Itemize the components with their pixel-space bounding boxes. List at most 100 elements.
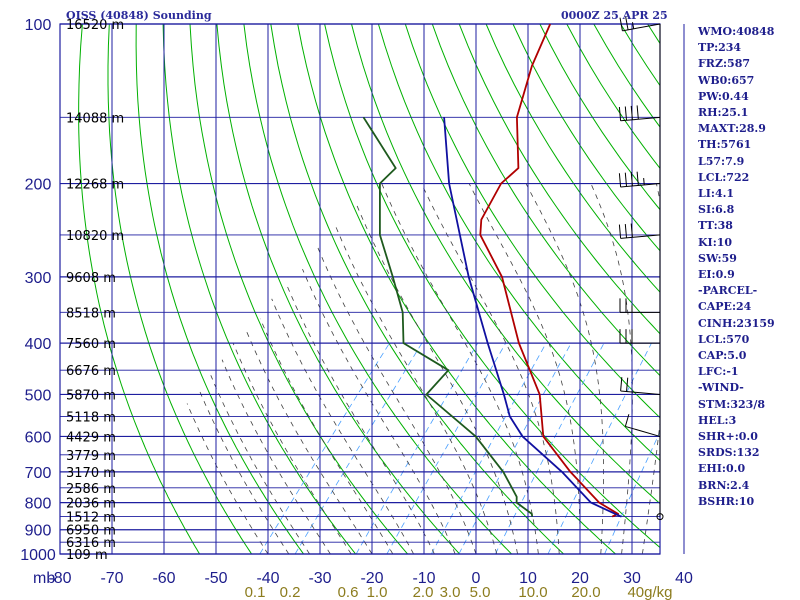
mixing-ratio-label: 20.0 [571, 584, 600, 600]
wind-barb [619, 16, 661, 32]
moist-adiabat [334, 225, 498, 554]
stat-item: EI:0.9 [698, 268, 735, 282]
moist-adiabat [642, 183, 660, 554]
temperature-tick-label: 40 [675, 570, 693, 587]
stat-item: RH:25.1 [698, 106, 749, 120]
dry-adiabat [135, 24, 305, 554]
moist-adiabat [210, 375, 310, 554]
height-label: 10820 m [66, 229, 124, 244]
mixing-ratio-label: 0.1 [245, 584, 266, 600]
stat-item: FRZ:587 [698, 57, 751, 71]
stability-indices: WMO:40848 TP:234 FRZ:587 WB0:657 PW:0.44 RH:2… [698, 24, 775, 510]
moist-adiabat [186, 403, 269, 554]
moist-adiabat [315, 243, 477, 554]
stat-item: -PARCEL- [698, 284, 758, 298]
stat-item: CAP:5.0 [698, 349, 747, 363]
pressure-tick-label: 500 [25, 387, 52, 404]
stat-item: PW:0.44 [698, 89, 749, 103]
stat-item: BRN:2.4 [698, 478, 750, 492]
height-label: 6316 m [66, 536, 116, 551]
temperature-tick-label: -60 [152, 570, 175, 587]
height-label: 7560 m [66, 337, 116, 352]
mixing-ratio-label: 2.0 [413, 584, 434, 600]
moist-adiabat [421, 183, 560, 554]
height-label: 1512 m [66, 511, 116, 526]
mixing-ratio-line [431, 342, 547, 554]
pressure-tick-label: 800 [25, 496, 52, 513]
stat-item: SHR+:0.0 [698, 430, 758, 444]
stat-item: CAPE:24 [698, 300, 752, 314]
temperature-profile [479, 24, 619, 518]
temperature-tick-label: -10 [412, 570, 435, 587]
moist-adiabat [259, 318, 394, 554]
wind-barb [620, 377, 661, 395]
moist-adiabat [232, 342, 352, 554]
stat-item: STM:323/8 [698, 397, 765, 411]
wind-barb [656, 513, 664, 521]
stat-item: TH:5761 [698, 138, 752, 152]
height-label: 6950 m [66, 524, 116, 539]
height-label: 14088 m [66, 111, 124, 126]
temperature-tick-label: 30 [623, 570, 641, 587]
temperature-tick-label: -40 [256, 570, 279, 587]
mixing-ratio-lines [259, 342, 660, 554]
mixing-ratio-label: 3.0 [440, 584, 461, 600]
moist-adiabat-lines [186, 183, 660, 554]
mixing-ratio-line [495, 342, 605, 554]
stat-item: SW:59 [698, 251, 737, 265]
mixing-ratio-label: 5.0 [470, 584, 491, 600]
stat-item: SI:6.8 [698, 203, 735, 217]
stat-item: MAXT:28.9 [698, 122, 766, 136]
pressure-tick-label: 300 [25, 270, 52, 287]
pressure-tick-label: 600 [25, 429, 52, 446]
mixing-ratio-label: 10.0 [518, 584, 547, 600]
mixing-ratio-line [259, 342, 390, 554]
mixing-ratio-label: 0.2 [280, 584, 301, 600]
mixing-ratio-line [294, 342, 423, 554]
wind-barbs [618, 16, 664, 521]
height-label: 12268 m [66, 178, 124, 193]
stat-item: LI:4.1 [698, 187, 735, 201]
stat-item: LCL:722 [698, 170, 750, 184]
wind-barb [619, 298, 660, 313]
mixing-ratio-label: 1.0 [367, 584, 388, 600]
sounding-profiles [362, 24, 622, 518]
pressure-tick-label: 200 [25, 177, 52, 194]
wind-barb [618, 105, 661, 122]
stat-item: TP:234 [698, 41, 742, 55]
pressure-tick-label: 700 [25, 465, 52, 482]
stat-item: LCL:570 [698, 332, 750, 346]
pressure-axis-label: mb [33, 570, 55, 587]
temperature-tick-label: 10 [519, 570, 537, 587]
moist-adiabat [246, 331, 373, 554]
stat-item: EHI:0.0 [698, 462, 746, 476]
wind-barb [618, 171, 661, 188]
stat-item: SRDS:132 [698, 446, 760, 460]
stat-item: KI:10 [698, 235, 733, 249]
pressure-tick-label: 1000 [20, 547, 56, 564]
stat-item: WMO:40848 [698, 25, 775, 38]
stat-item: CINH:23159 [698, 316, 775, 330]
height-label: 5870 m [66, 388, 116, 403]
dewpoint-profile [362, 116, 534, 517]
dry-adiabat [216, 24, 460, 554]
mixing-ratio-label: 40g/kg [627, 584, 672, 600]
sounding-time: 0000Z 25 APR 25 [561, 9, 668, 22]
moist-adiabat [271, 298, 414, 554]
moist-adiabat [221, 359, 331, 554]
height-label: 3170 m [66, 466, 116, 481]
dry-adiabat [270, 24, 564, 554]
moist-adiabat [198, 389, 290, 554]
dry-adiabat-lines [78, 24, 660, 554]
temperature-tick-label: 20 [571, 570, 589, 587]
temperature-tick-label: -80 [48, 570, 71, 587]
stat-item: -WIND- [698, 381, 744, 395]
height-label: 8518 m [66, 306, 116, 321]
plot-frame [59, 23, 661, 555]
temperature-tick-label: 0 [472, 570, 481, 587]
height-label: 109 m [66, 548, 108, 563]
wind-barb [618, 223, 661, 239]
height-label: 3779 m [66, 449, 116, 464]
isobar-lines [59, 23, 661, 555]
